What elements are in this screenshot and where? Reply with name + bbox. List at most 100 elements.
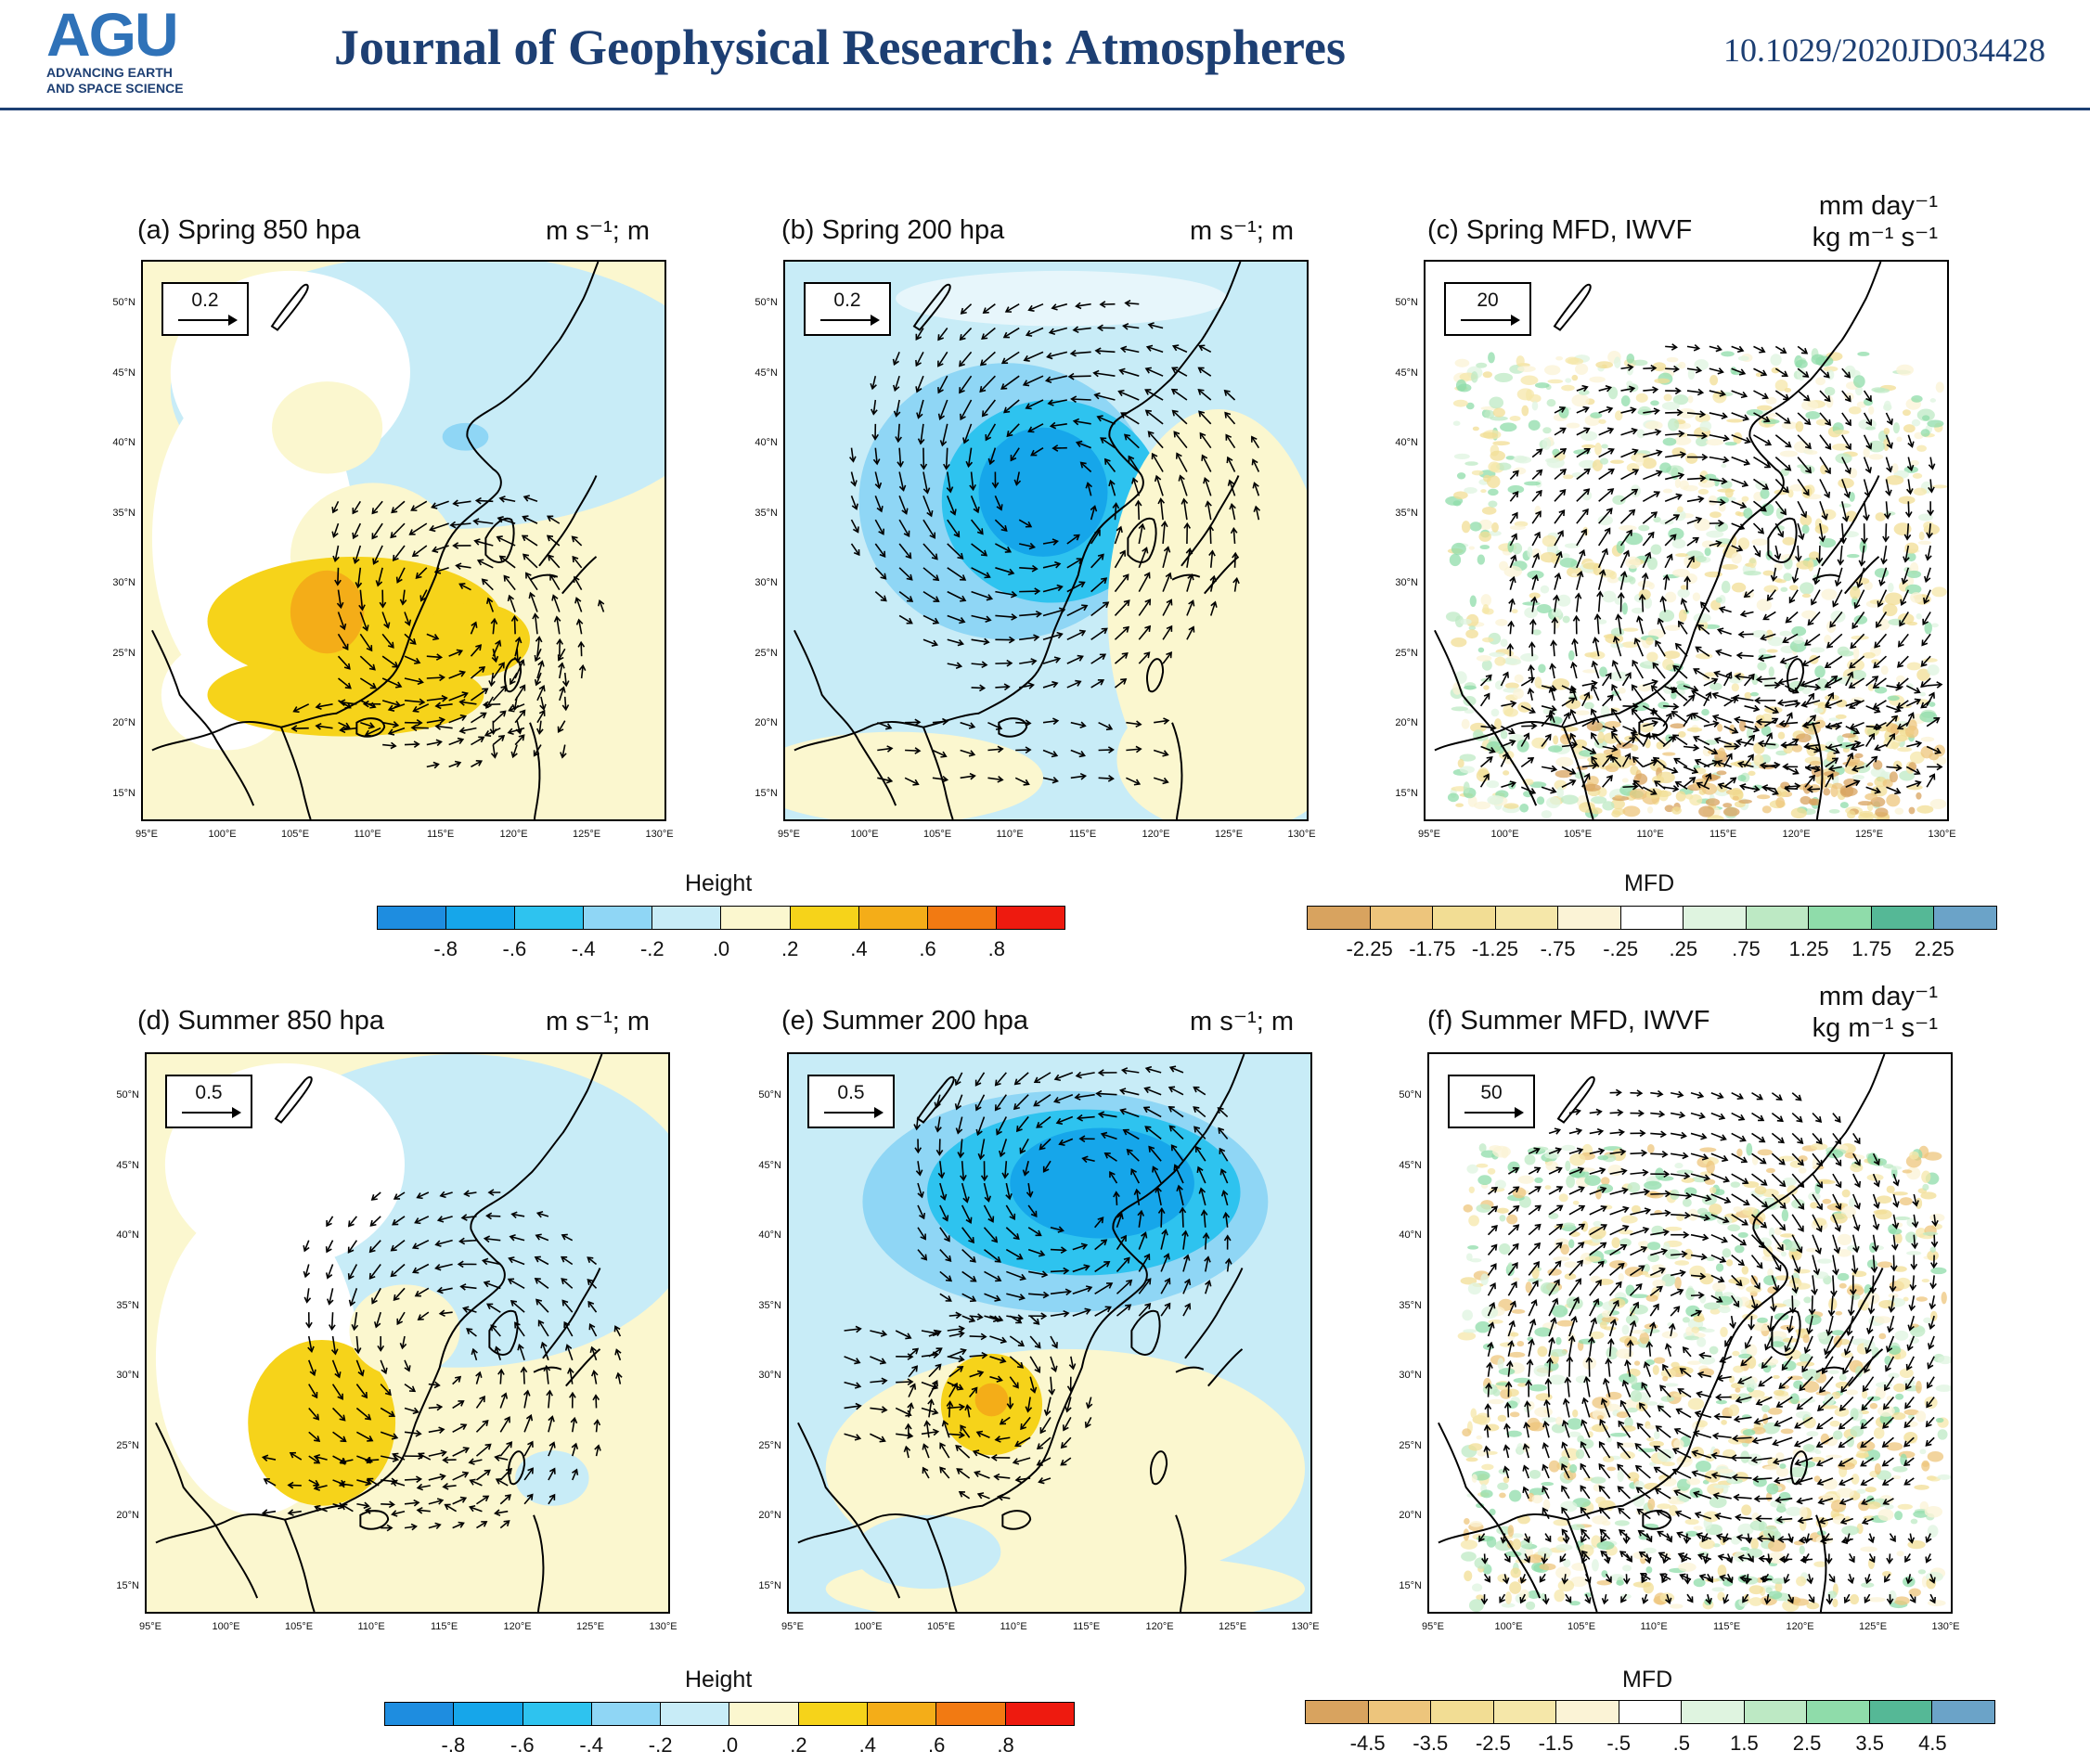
wind-vector	[1531, 489, 1542, 502]
wind-vector	[1855, 567, 1865, 589]
contour-fill	[1625, 1284, 1635, 1296]
colorbar-swatch	[1809, 907, 1872, 929]
contour-fill	[1884, 1504, 1894, 1510]
wind-vector	[1478, 1533, 1486, 1543]
wind-vector	[1541, 786, 1557, 794]
contour-fill	[1545, 796, 1561, 809]
wind-vector	[1842, 1356, 1854, 1375]
lon-tick-label: 130°E	[1291, 1621, 1320, 1632]
lon-tick-label: 105°E	[1564, 829, 1593, 840]
wind-vector	[1079, 461, 1092, 473]
wind-vector	[971, 661, 988, 669]
wind-vector	[905, 718, 922, 727]
wind-vector	[1750, 1234, 1765, 1249]
contour-fill	[1616, 1348, 1634, 1359]
contour-fill	[1738, 719, 1747, 732]
contour-fill	[1452, 399, 1468, 407]
contour-fill	[1468, 546, 1475, 550]
wind-vector	[1825, 1553, 1833, 1564]
colorbar-swatch	[1869, 1701, 1933, 1723]
wind-vector	[1752, 522, 1765, 534]
wind-vector	[1003, 399, 1020, 414]
wind-vector	[569, 1391, 576, 1409]
wind-vector	[1598, 427, 1615, 436]
contour-fill	[1557, 1536, 1566, 1542]
wind-vector	[1804, 715, 1817, 727]
wind-vector	[572, 1468, 579, 1481]
contour-fill	[1560, 553, 1570, 559]
wind-vector	[539, 696, 547, 711]
lat-tick-label: 25°N	[116, 1439, 139, 1451]
wind-vector	[954, 1094, 963, 1111]
wind-vector	[426, 761, 440, 769]
wind-vector	[331, 1359, 342, 1379]
wind-vector	[452, 1375, 462, 1385]
wind-vector	[1147, 322, 1164, 329]
wind-vector	[572, 555, 583, 569]
contour-fill	[1599, 457, 1609, 465]
wind-vector	[1617, 591, 1625, 612]
contour-fill	[1652, 1364, 1659, 1375]
wind-vector	[1674, 1510, 1692, 1520]
contour-fill	[1741, 496, 1749, 502]
contour-fill	[1555, 355, 1564, 361]
contour-fill	[1528, 1278, 1543, 1282]
lon-tick-label: 115°E	[1069, 829, 1097, 840]
wind-vector	[1030, 446, 1044, 457]
wind-vector	[954, 1072, 963, 1087]
contour-fill	[1524, 481, 1541, 486]
contour-fill	[1737, 1523, 1754, 1536]
wind-vector	[1162, 546, 1171, 569]
wind-vector	[1731, 456, 1751, 466]
wind-vector	[1066, 558, 1083, 569]
wind-vector	[1022, 375, 1044, 387]
wind-vector	[534, 672, 542, 687]
contour-fill	[1673, 1438, 1684, 1449]
wind-vector	[1819, 479, 1831, 499]
contour-fill	[1737, 355, 1749, 361]
contour-fill	[1510, 1567, 1521, 1578]
lon-tick-label: 95°E	[778, 829, 800, 840]
wind-vector	[1690, 1272, 1707, 1281]
contour-fill	[1516, 355, 1525, 367]
wind-vector	[1479, 692, 1490, 707]
wind-vector	[1531, 531, 1541, 547]
contour-fill	[1465, 1457, 1478, 1462]
contour-fill	[1497, 1482, 1509, 1490]
contour-fill	[1677, 588, 1690, 599]
lon-tick-label: 120°E	[1786, 1621, 1814, 1632]
contour-fill	[1738, 799, 1752, 804]
wind-vector	[1051, 303, 1068, 311]
wind-vector	[449, 521, 471, 529]
wind-vector	[1905, 1376, 1915, 1391]
wind-vector	[994, 1094, 1007, 1112]
wind-vector	[1671, 734, 1688, 746]
contour-fill	[1780, 1233, 1796, 1238]
wind-vector	[870, 1433, 886, 1443]
contour-fill	[1555, 756, 1574, 767]
wind-vector	[1886, 1335, 1895, 1353]
units-line-2: kg m⁻¹ s⁻¹	[1812, 223, 1938, 252]
contour-fill	[1648, 1440, 1664, 1448]
colorbar-swatch	[1308, 907, 1371, 929]
contour-fill	[1504, 1591, 1512, 1604]
contour-fill	[1614, 1520, 1630, 1526]
contour-fill	[1464, 487, 1477, 495]
wind-vector	[360, 721, 376, 729]
wind-vector	[1816, 1477, 1834, 1486]
wind-vector	[1144, 367, 1164, 377]
wind-vector	[1733, 715, 1754, 724]
contour-fill	[1800, 582, 1814, 595]
colorbar-swatch	[591, 1703, 662, 1725]
wind-vector	[1665, 408, 1684, 417]
wind-vector	[1751, 1152, 1767, 1165]
contour-fill	[1610, 627, 1625, 637]
wind-vector	[521, 534, 538, 547]
wind-vector	[1171, 409, 1188, 425]
colorbar-label: -1.5	[1538, 1732, 1574, 1755]
contour-fill	[1683, 484, 1698, 492]
wind-vector	[410, 500, 428, 511]
wind-vector	[1843, 1593, 1851, 1604]
wind-vector	[1090, 529, 1101, 545]
wind-vector	[1711, 1432, 1732, 1440]
